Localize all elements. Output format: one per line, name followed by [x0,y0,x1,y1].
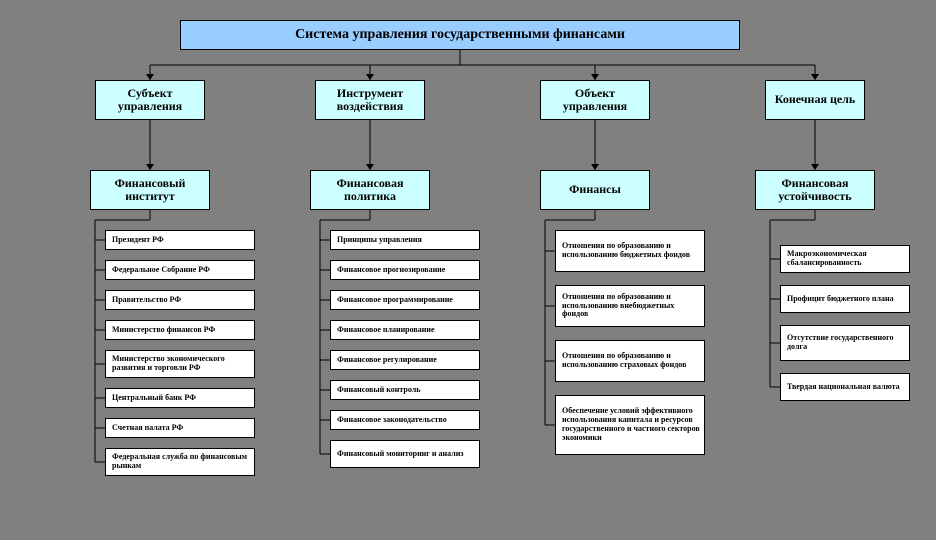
leaf-0-1: Федеральное Собрание РФ [105,260,255,280]
category-box-0: Субъект управления [95,80,205,120]
category-label: Инструмент воздействия [320,87,420,113]
leaf-1-7: Финансовый мониторинг и анализ [330,440,480,468]
title-text: Система управления государственными фина… [295,27,625,42]
leaf-1-0: Принципы управления [330,230,480,250]
leaf-0-6: Счетная палата РФ [105,418,255,438]
leaf-0-5: Центральный банк РФ [105,388,255,408]
leaf-2-0: Отношения по образованию и использованию… [555,230,705,272]
subhead-label: Финансы [569,183,621,196]
leaf-0-4: Министерство экономического развития и т… [105,350,255,378]
diagram-title: Система управления государственными фина… [180,20,740,50]
category-box-3: Конечная цель [765,80,865,120]
leaf-0-0: Президент РФ [105,230,255,250]
subhead-box-0: Финансовый институт [90,170,210,210]
leaf-3-1: Профицит бюджетного плана [780,285,910,313]
subhead-box-1: Финансовая политика [310,170,430,210]
leaf-3-3: Твердая национальная валюта [780,373,910,401]
category-box-1: Инструмент воздействия [315,80,425,120]
leaf-3-2: Отсутствие государственного долга [780,325,910,361]
subhead-box-3: Финансовая устойчивость [755,170,875,210]
leaf-0-2: Правительство РФ [105,290,255,310]
leaf-1-4: Финансовое регулирование [330,350,480,370]
leaf-0-3: Министерство финансов РФ [105,320,255,340]
category-label: Субъект управления [100,87,200,113]
leaf-2-2: Отношения по образованию и использованию… [555,340,705,382]
subhead-box-2: Финансы [540,170,650,210]
category-label: Объект управления [545,87,645,113]
leaf-1-3: Финансовое планирование [330,320,480,340]
leaf-2-3: Обеспечение условий эффективного использ… [555,395,705,455]
leaf-0-7: Федеральная служба по финансовым рынкам [105,448,255,476]
category-label: Конечная цель [775,93,856,106]
leaf-1-2: Финансовое программирование [330,290,480,310]
subhead-label: Финансовая политика [315,177,425,203]
leaf-1-6: Финансовое законодательство [330,410,480,430]
category-box-2: Объект управления [540,80,650,120]
subhead-label: Финансовый институт [95,177,205,203]
leaf-1-1: Финансовое прогнозирование [330,260,480,280]
leaf-2-1: Отношения по образованию и использованию… [555,285,705,327]
subhead-label: Финансовая устойчивость [760,177,870,203]
leaf-3-0: Макроэкономическая сбалансированность [780,245,910,273]
leaf-1-5: Финансовый контроль [330,380,480,400]
